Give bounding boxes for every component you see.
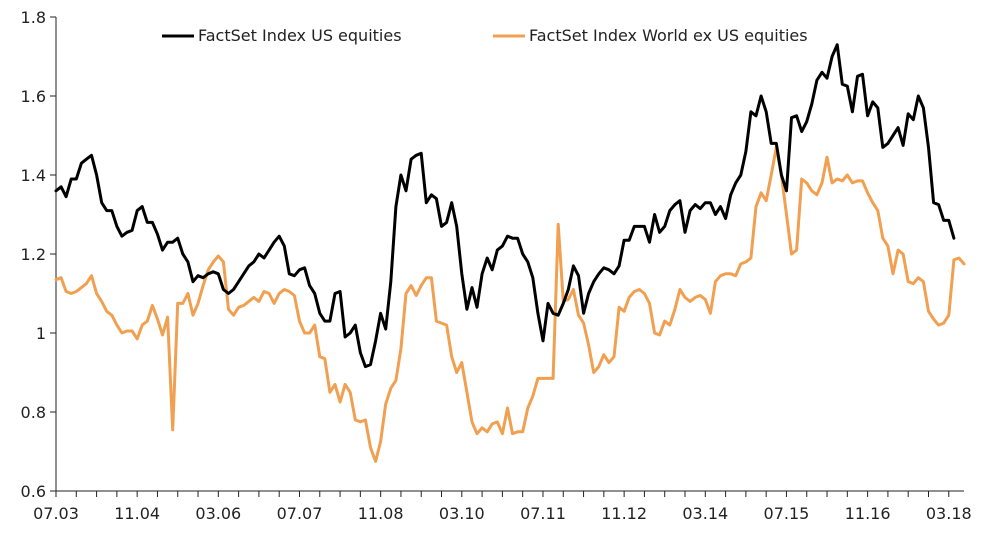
x-tick-label: 07.11 [520,504,566,523]
legend-item-us-equities-label: FactSet Index US equities [198,26,402,45]
x-tick-label: 03.06 [195,504,241,523]
y-tick-label: 0.8 [21,403,46,422]
x-tick-label: 03.18 [926,504,972,523]
x-axis: 07.03 11.04 03.06 07.07 11.08 03.10 07.11 11.12… [33,490,972,523]
x-tick-label: 03.10 [439,504,485,523]
x-tick-label: 07.03 [33,504,79,523]
x-tick-label: 07.15 [764,504,810,523]
y-tick-label: 1.8 [21,8,46,27]
y-tick-label: 1 [36,324,46,343]
x-tick-label: 11.04 [114,504,160,523]
legend: FactSet Index US equities FactSet Index W… [162,26,808,45]
series-layer [54,43,966,463]
series-line-world-ex-us-equities [54,145,966,463]
series-line-us-equities [54,43,956,369]
x-tick-label: 11.16 [845,504,891,523]
x-tick-label: 07.07 [277,504,323,523]
legend-item-world-ex-us-equities-label: FactSet Index World ex US equities [529,26,808,45]
x-tick-label: 03.14 [682,504,728,523]
y-axis: 0.6 0.8 1 1.2 1.4 1.6 1.8 [21,8,57,501]
x-tick-label: 11.12 [601,504,647,523]
x-tick-label: 11.08 [358,504,404,523]
y-tick-label: 0.6 [21,482,46,501]
y-tick-label: 1.6 [21,87,46,106]
y-tick-label: 1.4 [21,166,46,185]
y-tick-label: 1.2 [21,245,46,264]
